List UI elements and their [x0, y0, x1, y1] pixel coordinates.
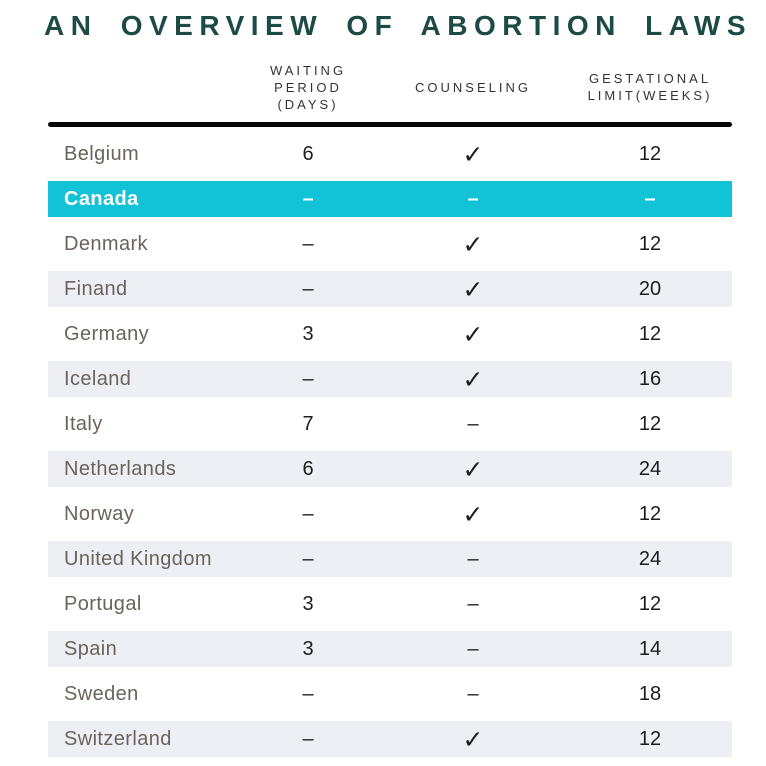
- table-row: Spain 3 – 14: [48, 631, 732, 667]
- table-row: Sweden – – 18: [48, 676, 732, 712]
- column-header-waiting-line3: (DAYS): [277, 96, 339, 112]
- gestational-limit-cell: 12: [638, 502, 662, 525]
- country-cell: Sweden: [64, 682, 139, 705]
- counseling-cell: –: [467, 547, 479, 570]
- table-row: United Kingdom – – 24: [48, 541, 732, 577]
- column-header-counseling: COUNSELING: [415, 79, 531, 95]
- country-cell: Switzerland: [64, 727, 172, 750]
- waiting-period-cell: 6: [302, 142, 314, 165]
- gestational-limit-cell: 24: [638, 457, 662, 480]
- counseling-cell: –: [467, 637, 479, 660]
- column-header-waiting-line1: WAITING: [269, 62, 347, 78]
- checkmark-icon: ✓: [462, 229, 484, 259]
- checkmark-icon: ✓: [462, 454, 484, 484]
- checkmark-icon: ✓: [462, 319, 484, 349]
- gestational-limit-cell: 18: [638, 682, 662, 705]
- waiting-period-cell: 7: [302, 412, 314, 435]
- table-row: Germany 3 ✓ 12: [48, 316, 732, 352]
- waiting-period-cell: –: [302, 367, 314, 390]
- header-divider-rule: [48, 122, 732, 127]
- gestational-limit-cell: –: [644, 187, 656, 210]
- table-body: Belgium 6 ✓ 12 Canada – – – Denmark – ✓ 12 Finand – ✓ 2…: [48, 136, 732, 766]
- gestational-limit-cell: 12: [638, 232, 662, 255]
- table-row: Italy 7 – 12: [48, 406, 732, 442]
- gestational-limit-cell: 16: [638, 367, 662, 390]
- waiting-period-cell: –: [302, 277, 314, 300]
- waiting-period-cell: –: [302, 547, 314, 570]
- country-cell: Denmark: [64, 232, 148, 255]
- country-cell: Spain: [64, 637, 118, 660]
- column-header-waiting-line2: PERIOD: [274, 79, 342, 95]
- waiting-period-cell: 3: [302, 637, 314, 660]
- country-cell: Finand: [64, 277, 128, 300]
- waiting-period-cell: –: [302, 187, 314, 210]
- checkmark-icon: ✓: [462, 499, 484, 529]
- table-row: Switzerland – ✓ 12: [48, 721, 732, 757]
- country-cell: Belgium: [64, 142, 140, 165]
- country-cell: Canada: [64, 187, 139, 210]
- counseling-cell: –: [467, 412, 479, 435]
- waiting-period-cell: –: [302, 502, 314, 525]
- column-header-waiting-period: WAITING PERIOD (DAYS): [238, 62, 378, 113]
- country-cell: Portugal: [64, 592, 142, 615]
- table-row: Netherlands 6 ✓ 24: [48, 451, 732, 487]
- waiting-period-cell: –: [302, 727, 314, 750]
- table-row: Belgium 6 ✓ 12: [48, 136, 732, 172]
- waiting-period-cell: 3: [302, 592, 314, 615]
- waiting-period-cell: –: [302, 682, 314, 705]
- gestational-limit-cell: 14: [638, 637, 662, 660]
- counseling-cell: –: [467, 187, 479, 210]
- counseling-cell: –: [467, 592, 479, 615]
- column-header-gestational-limit: GESTATIONAL LIMIT(WEEKS): [568, 70, 732, 104]
- country-cell: Italy: [64, 412, 103, 435]
- country-cell: Norway: [64, 502, 135, 525]
- gestational-limit-cell: 12: [638, 142, 662, 165]
- gestational-limit-cell: 20: [638, 277, 662, 300]
- table-row: Portugal 3 – 12: [48, 586, 732, 622]
- table-row: Iceland – ✓ 16: [48, 361, 732, 397]
- checkmark-icon: ✓: [462, 139, 484, 169]
- page-title: AN OVERVIEW OF ABORTION LAWS: [44, 10, 753, 41]
- table-header: WAITING PERIOD (DAYS) COUNSELING GESTATI…: [48, 58, 732, 116]
- waiting-period-cell: 6: [302, 457, 314, 480]
- checkmark-icon: ✓: [462, 274, 484, 304]
- column-header-gestational-line2: LIMIT(WEEKS): [587, 88, 713, 103]
- country-cell: Iceland: [64, 367, 132, 390]
- waiting-period-cell: –: [302, 232, 314, 255]
- table-row: Norway – ✓ 12: [48, 496, 732, 532]
- gestational-limit-cell: 24: [638, 547, 662, 570]
- gestational-limit-cell: 12: [638, 322, 662, 345]
- country-cell: Netherlands: [64, 457, 177, 480]
- column-header-gestational-line1: GESTATIONAL: [588, 71, 712, 86]
- table-row: Denmark – ✓ 12: [48, 226, 732, 262]
- country-cell: Germany: [64, 322, 150, 345]
- table-row: Finand – ✓ 20: [48, 271, 732, 307]
- counseling-cell: –: [467, 682, 479, 705]
- checkmark-icon: ✓: [462, 724, 484, 754]
- gestational-limit-cell: 12: [638, 412, 662, 435]
- gestational-limit-cell: 12: [638, 727, 662, 750]
- country-cell: United Kingdom: [64, 547, 212, 570]
- gestational-limit-cell: 12: [638, 592, 662, 615]
- waiting-period-cell: 3: [302, 322, 314, 345]
- table-row: Canada – – –: [48, 181, 732, 217]
- checkmark-icon: ✓: [462, 364, 484, 394]
